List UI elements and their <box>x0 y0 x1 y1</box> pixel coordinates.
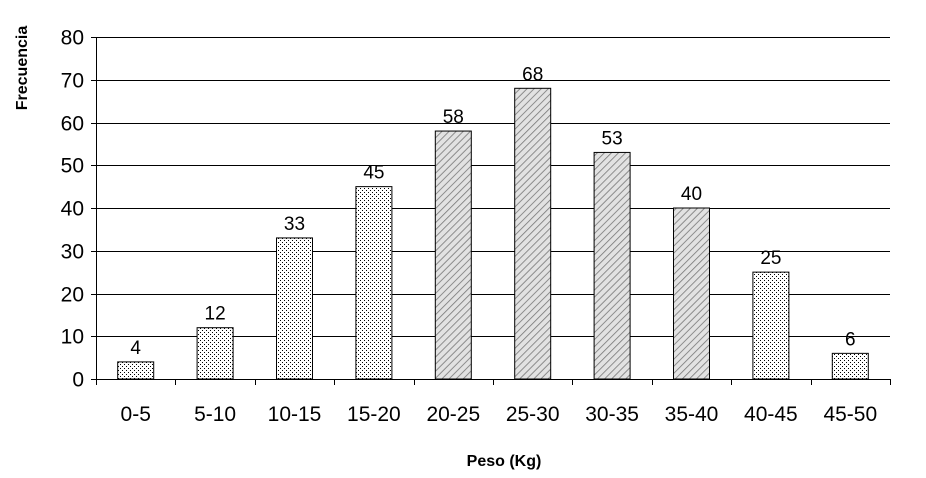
y-tick-label-80: 80 <box>61 27 84 50</box>
bar-0-5 <box>117 361 155 380</box>
y-tick-label-40: 40 <box>61 198 84 221</box>
y-tick-label-0: 0 <box>72 369 84 392</box>
bar-25-30 <box>514 87 552 380</box>
x-tick-label-45-50: 45-50 <box>823 403 877 426</box>
data-label-20-25: 58 <box>443 107 464 128</box>
x-tick-label-30-35: 30-35 <box>585 403 639 426</box>
bar-40-45 <box>752 271 790 380</box>
gridlines <box>96 37 890 337</box>
y-tick-label-50: 50 <box>61 155 84 178</box>
x-tick-label-10-15: 10-15 <box>268 403 322 426</box>
x-tick-label-25-30: 25-30 <box>506 403 560 426</box>
data-label-40-45: 25 <box>760 248 781 269</box>
data-label-10-15: 33 <box>284 214 305 235</box>
y-tick-label-70: 70 <box>61 70 84 93</box>
data-label-0-5: 4 <box>130 338 141 359</box>
y-axis-title: Frecuencia <box>14 26 31 111</box>
data-label-25-30: 68 <box>522 64 543 85</box>
bar-10-15 <box>276 237 313 380</box>
axes <box>91 37 891 385</box>
y-tick-label-10: 10 <box>61 326 84 349</box>
data-label-5-10: 12 <box>205 304 226 325</box>
data-labels: 4 12 33 45 58 68 53 40 25 6 <box>130 64 855 359</box>
data-label-45-50: 6 <box>845 329 856 350</box>
bar-35-40 <box>673 207 710 380</box>
x-tick-label-40-45: 40-45 <box>744 403 798 426</box>
x-tick-label-15-20: 15-20 <box>347 403 401 426</box>
data-label-30-35: 53 <box>602 128 623 149</box>
y-tick-label-20: 20 <box>61 284 84 307</box>
x-tick-label-35-40: 35-40 <box>665 403 719 426</box>
data-label-15-20: 45 <box>363 163 384 184</box>
tick-labels: 0 10 20 30 40 50 60 70 80 0-5 5-10 10-15 15-20 20-25 2… <box>61 27 878 427</box>
bar-30-35 <box>593 151 631 380</box>
y-tick-label-30: 30 <box>61 241 84 264</box>
bars <box>117 87 869 380</box>
x-tick-label-20-25: 20-25 <box>426 403 480 426</box>
x-tick-label-5-10: 5-10 <box>194 403 236 426</box>
bar-45-50 <box>831 352 869 380</box>
bar-5-10 <box>196 327 234 380</box>
data-label-35-40: 40 <box>681 184 702 205</box>
x-axis-title: Peso (Kg) <box>467 453 542 470</box>
x-tick-label-0-5: 0-5 <box>121 403 151 426</box>
bar-20-25 <box>434 130 472 380</box>
y-tick-label-60: 60 <box>61 113 84 136</box>
bar-15-20 <box>355 186 393 380</box>
